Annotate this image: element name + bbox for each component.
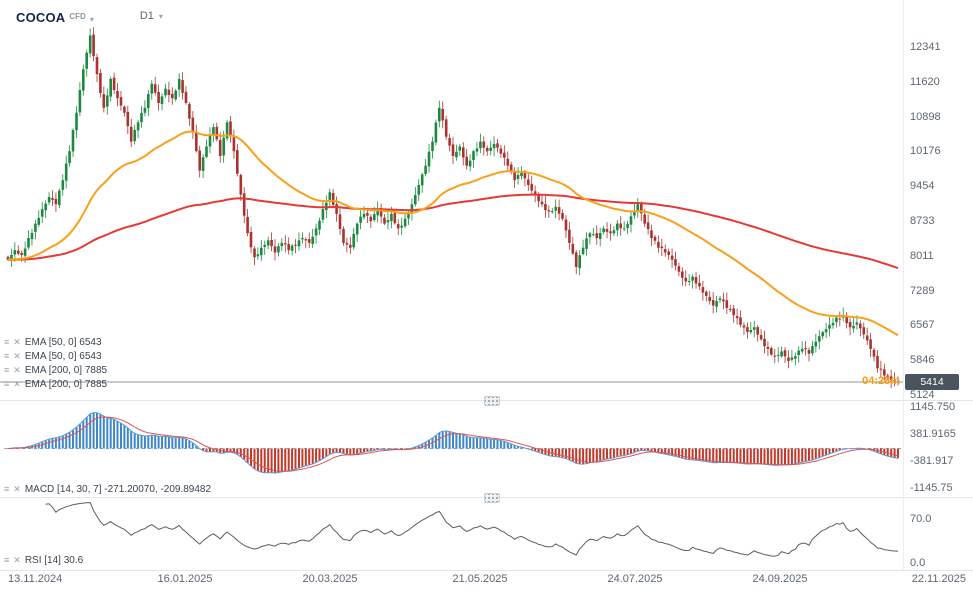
symbol-name: COCOA: [16, 10, 66, 25]
panel-resize-handle[interactable]: [484, 396, 500, 406]
indicator-remove-icon[interactable]: ✕: [13, 379, 21, 389]
date-tick: 22.11.2025: [911, 573, 966, 585]
price-tick: 10176: [910, 145, 941, 158]
indicator-label: EMA [50, 0] 6543: [24, 351, 102, 362]
chevron-down-icon: ▾: [158, 12, 163, 21]
macd-tick: 1145.750: [910, 400, 956, 413]
price-tick: 5124: [910, 389, 935, 401]
timeframe-selector[interactable]: D1 ▾: [140, 10, 163, 22]
indicator-settings-icon[interactable]: ≡: [4, 351, 10, 361]
indicator-remove-icon[interactable]: ✕: [13, 337, 21, 347]
chevron-down-icon: ▾: [89, 15, 94, 24]
indicator-legend-ema50-a: ≡ ✕ EMA [50, 0] 6543: [4, 336, 102, 349]
indicator-legend-ema200-b: ≡ ✕ EMA [200, 0] 7885: [4, 378, 107, 391]
indicator-settings-icon[interactable]: ≡: [4, 365, 10, 375]
rsi-tick: 0.0: [910, 556, 926, 569]
date-tick: 16.01.2025: [157, 573, 213, 585]
indicator-label: EMA [200, 0] 7885: [24, 379, 108, 390]
price-tick: 7289: [910, 284, 935, 297]
price-tick: 9454: [910, 180, 935, 193]
date-tick: 21.05.2025: [452, 573, 508, 585]
date-tick: 20.03.2025: [302, 573, 358, 585]
indicator-label: EMA [50, 0] 6543: [24, 337, 102, 348]
rsi-tick: 70.0: [910, 512, 932, 525]
indicator-remove-icon[interactable]: ✕: [13, 351, 21, 361]
timeframe-label: D1: [139, 10, 154, 22]
indicator-label: EMA [200, 0] 7885: [24, 365, 108, 376]
chart-header: COCOA CFD ▾ D1 ▾: [16, 10, 163, 25]
price-tick: 5846: [910, 354, 935, 367]
price-tick: 11620: [910, 75, 940, 88]
date-tick: 24.07.2025: [607, 573, 663, 585]
indicator-settings-icon[interactable]: ≡: [4, 555, 10, 565]
indicator-settings-icon[interactable]: ≡: [4, 484, 10, 494]
price-badge-value: 5414: [920, 376, 944, 389]
date-tick: 24.09.2025: [752, 573, 808, 585]
indicator-legend-macd: ≡ ✕ MACD [14, 30, 7] -271.20070, -209.89…: [4, 483, 211, 496]
indicator-remove-icon[interactable]: ✕: [13, 484, 21, 494]
price-tick: 8011: [910, 249, 934, 262]
price-badge: 5414: [905, 374, 959, 391]
indicator-legend-ema200-a: ≡ ✕ EMA [200, 0] 7885: [4, 364, 107, 377]
price-tick: 12341: [910, 41, 941, 53]
indicator-remove-icon[interactable]: ✕: [13, 365, 21, 375]
macd-tick: -1145.75: [910, 482, 953, 494]
countdown: 04:28m: [862, 375, 900, 388]
date-tick: 13.11.2024: [8, 573, 63, 585]
indicator-label: RSI [14] 30.6: [24, 555, 84, 566]
symbol-selector[interactable]: COCOA CFD ▾: [16, 10, 94, 25]
macd-tick: -381.917: [910, 455, 954, 467]
indicator-settings-icon[interactable]: ≡: [4, 337, 10, 347]
price-tick: 8733: [910, 214, 935, 227]
indicator-settings-icon[interactable]: ≡: [4, 379, 10, 389]
panel-resize-handle[interactable]: [484, 493, 500, 503]
indicator-remove-icon[interactable]: ✕: [13, 555, 21, 565]
indicator-legend-ema50-b: ≡ ✕ EMA [50, 0] 6543: [4, 350, 102, 363]
instrument-type-label: CFD: [69, 12, 86, 21]
indicator-label: MACD [14, 30, 7] -271.20070, -209.89482: [24, 484, 212, 495]
price-tick: 6567: [910, 319, 935, 332]
indicator-legend-rsi: ≡ ✕ RSI [14] 30.6: [4, 554, 83, 567]
price-tick: 10898: [910, 110, 941, 123]
macd-tick: 381.9165: [910, 427, 956, 440]
